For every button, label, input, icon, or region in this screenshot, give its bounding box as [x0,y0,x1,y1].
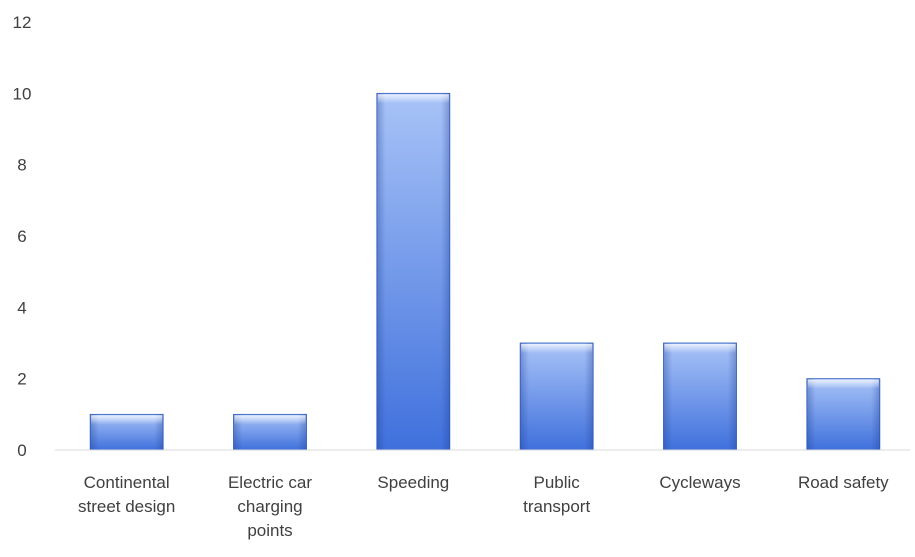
x-tick-label: Public transport [523,473,590,516]
x-tick-label: Cycleways [659,473,740,492]
bar-highlight [521,344,593,353]
bar [806,378,881,451]
y-tick-label: 0 [17,441,26,460]
x-tick-label-line: Continental [84,473,170,492]
x-tick-label-line: Cycleways [659,473,740,492]
x-tick-label: Road safety [798,473,889,492]
x-tick-label-line: charging [237,497,302,516]
x-axis-labels: Continental street design Electric car char… [78,473,889,540]
bar [233,413,307,451]
x-tick-label-line: Electric car [228,473,312,492]
bars [89,92,881,451]
bar-edge-shade [520,343,594,450]
y-tick-label: 6 [17,227,26,246]
x-tick-label: Speeding [377,473,449,492]
bar-highlight [664,344,736,353]
y-tick-label: 2 [17,370,26,389]
bar-highlight [91,415,163,425]
bar-edge-shade [663,343,737,450]
bar-highlight [377,94,449,104]
x-tick-label-line: Speeding [377,473,449,492]
bar-edge-shade [806,378,880,450]
bar-highlight [234,415,306,425]
x-tick-label: Continental street design [78,473,175,516]
bar-highlight [807,379,879,389]
bar [663,342,737,451]
y-tick-label: 4 [17,298,26,317]
y-tick-label: 12 [13,13,32,32]
x-tick-label-line: Public [534,473,581,492]
bar [376,92,451,451]
bar [89,413,164,451]
x-tick-label-line: street design [78,497,175,516]
y-axis-ticks: 0 2 4 6 8 10 12 [13,13,32,460]
bar [519,342,594,451]
x-tick-label-line: Road safety [798,473,889,492]
x-tick-label-line: points [247,521,292,540]
x-tick-label-line: transport [523,497,590,516]
x-tick-label: Electric car charging points [228,473,312,540]
bar-edge-shade [376,93,450,450]
y-tick-label: 8 [17,156,26,175]
y-tick-label: 10 [13,84,32,103]
